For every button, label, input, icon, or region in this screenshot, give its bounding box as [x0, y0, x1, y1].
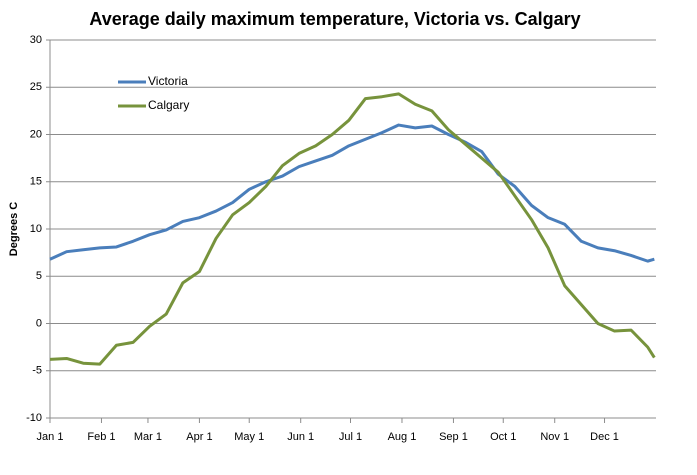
legend-label: Victoria [148, 74, 188, 88]
x-tick-label: Aug 1 [388, 431, 417, 443]
x-tick-label: Feb 1 [87, 431, 115, 443]
series-line [49, 123, 655, 263]
y-tick-label: 20 [30, 128, 42, 140]
x-tick-label: Jun 1 [287, 431, 314, 443]
x-tick-label: Dec 1 [590, 431, 619, 443]
y-tick-label: 25 [30, 81, 42, 93]
y-tick-label: -10 [26, 412, 42, 424]
series-line [49, 92, 656, 366]
x-tick-label: Jan 1 [37, 431, 64, 443]
y-tick-label: 10 [30, 223, 42, 235]
x-tick-label: May 1 [234, 431, 264, 443]
y-tick-label: 15 [30, 176, 42, 188]
y-tick-label: 30 [30, 34, 42, 46]
x-tick-label: Nov 1 [540, 431, 569, 443]
y-tick-label: 5 [36, 270, 42, 282]
chart-title: Average daily maximum temperature, Victo… [89, 9, 580, 29]
x-tick-label: Jul 1 [339, 431, 362, 443]
x-tick-label: Apr 1 [186, 431, 212, 443]
y-tick-label: 0 [36, 317, 42, 329]
x-tick-label: Sep 1 [439, 431, 468, 443]
y-tick-label: -5 [32, 365, 42, 377]
x-tick-label: Oct 1 [490, 431, 516, 443]
y-axis-label: Degrees C [8, 202, 20, 256]
x-tick-label: Mar 1 [134, 431, 162, 443]
legend-label: Calgary [148, 98, 189, 112]
